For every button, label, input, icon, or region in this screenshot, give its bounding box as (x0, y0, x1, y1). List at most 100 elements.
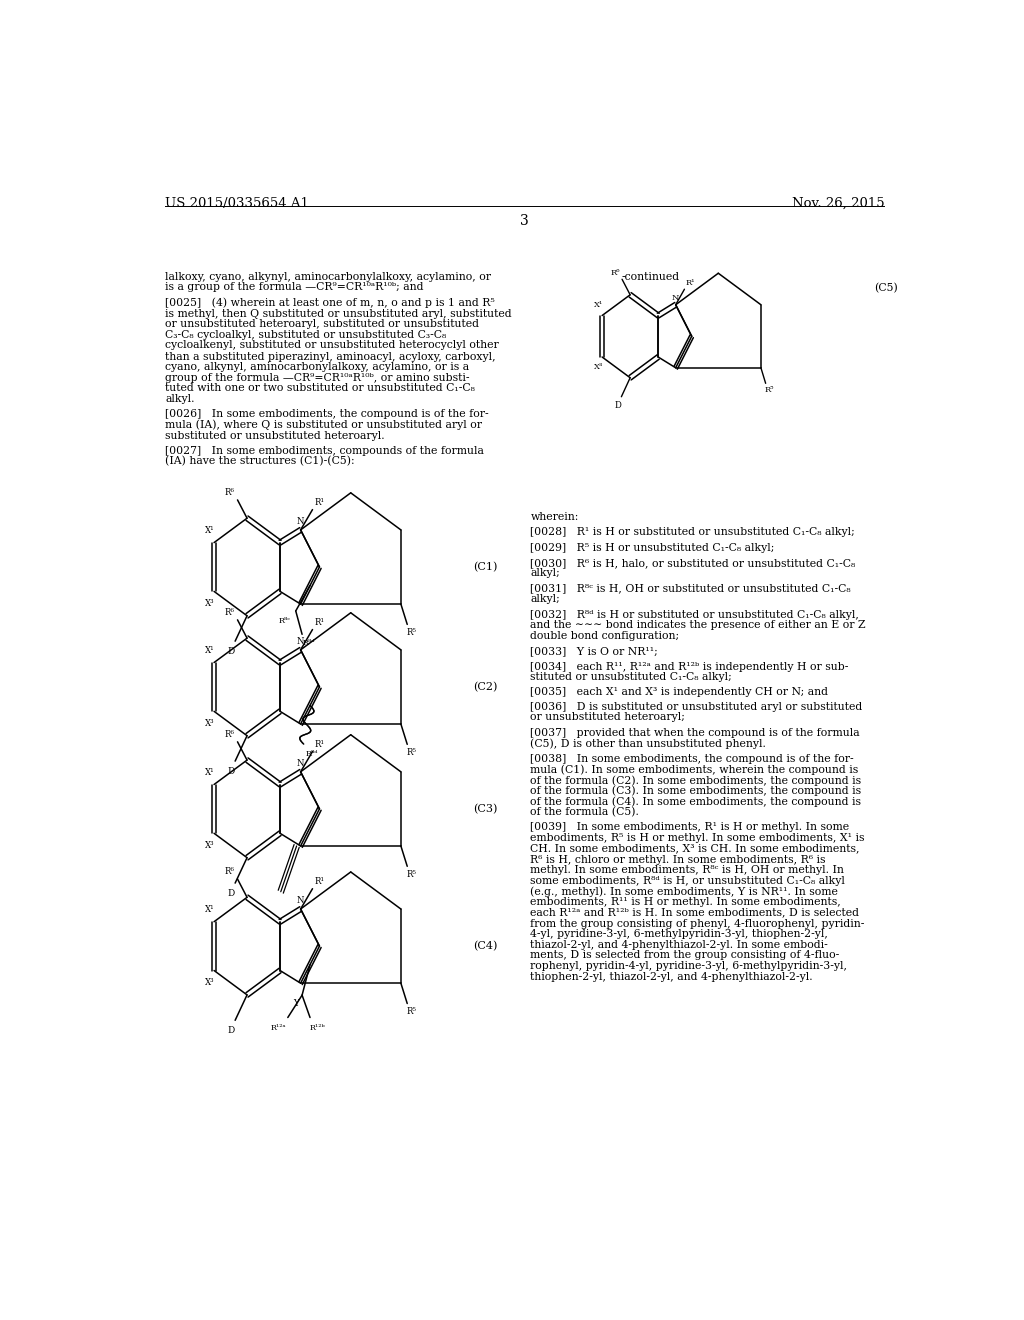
Text: alkyl;: alkyl; (530, 568, 560, 578)
Text: X³: X³ (205, 978, 215, 987)
Text: stituted or unsubstituted C₁-C₈ alkyl;: stituted or unsubstituted C₁-C₈ alkyl; (530, 672, 732, 681)
Text: of the formula (C2). In some embodiments, the compound is: of the formula (C2). In some embodiments… (530, 775, 861, 785)
Text: C₃-C₈ cycloalkyl, substituted or unsubstituted C₃-C₈: C₃-C₈ cycloalkyl, substituted or unsubst… (165, 330, 446, 341)
Text: of the formula (C3). In some embodiments, the compound is: of the formula (C3). In some embodiments… (530, 785, 861, 796)
Text: Y: Y (293, 999, 299, 1007)
Text: 3: 3 (520, 214, 529, 228)
Text: (C4): (C4) (473, 941, 498, 952)
Text: embodiments, R⁵ is H or methyl. In some embodiments, X¹ is: embodiments, R⁵ is H or methyl. In some … (530, 833, 865, 843)
Text: some embodiments, R⁸ᵈ is H, or unsubstituted C₁-C₈ alkyl: some embodiments, R⁸ᵈ is H, or unsubstit… (530, 876, 845, 886)
Text: R¹: R¹ (314, 876, 325, 886)
Text: D: D (227, 888, 234, 898)
Text: CH. In some embodiments, X³ is CH. In some embodiments,: CH. In some embodiments, X³ is CH. In so… (530, 843, 860, 854)
Text: [0033]   Y is O or NR¹¹;: [0033] Y is O or NR¹¹; (530, 647, 658, 656)
Text: X³: X³ (594, 363, 603, 371)
Text: (C1): (C1) (473, 562, 498, 572)
Text: D: D (227, 647, 234, 656)
Text: and the ∼∼∼ bond indicates the presence of either an E or Z: and the ∼∼∼ bond indicates the presence … (530, 620, 866, 630)
Text: (C2): (C2) (473, 681, 498, 692)
Text: (e.g., methyl). In some embodiments, Y is NR¹¹. In some: (e.g., methyl). In some embodiments, Y i… (530, 886, 839, 896)
Text: N: N (297, 517, 304, 527)
Text: [0032]   R⁸ᵈ is H or substituted or unsubstituted C₁-C₈ alkyl,: [0032] R⁸ᵈ is H or substituted or unsubs… (530, 610, 859, 619)
Text: group of the formula —CR⁹=CR¹⁰ᵃR¹⁰ᵇ, or amino substi-: group of the formula —CR⁹=CR¹⁰ᵃR¹⁰ᵇ, or … (165, 372, 470, 383)
Text: lalkoxy, cyano, alkynyl, aminocarbonylalkoxy, acylamino, or: lalkoxy, cyano, alkynyl, aminocarbonylal… (165, 272, 492, 282)
Text: R¹: R¹ (685, 279, 694, 288)
Text: R⁶ is H, chloro or methyl. In some embodiments, R⁶ is: R⁶ is H, chloro or methyl. In some embod… (530, 854, 825, 865)
Text: [0026]   In some embodiments, the compound is of the for-: [0026] In some embodiments, the compound… (165, 409, 488, 420)
Text: each R¹²ᵃ and R¹²ᵇ is H. In some embodiments, D is selected: each R¹²ᵃ and R¹²ᵇ is H. In some embodim… (530, 907, 859, 917)
Text: [0025]   (4) wherein at least one of m, n, o and p is 1 and R⁵: [0025] (4) wherein at least one of m, n,… (165, 297, 495, 308)
Text: R⁵: R⁵ (407, 628, 417, 638)
Text: R⁵: R⁵ (407, 1007, 417, 1016)
Text: of the formula (C5).: of the formula (C5). (530, 807, 639, 817)
Text: R⁶: R⁶ (610, 269, 621, 277)
Text: [0035]   each X¹ and X³ is independently CH or N; and: [0035] each X¹ and X³ is independently C… (530, 686, 828, 697)
Text: R⁵: R⁵ (407, 870, 417, 879)
Text: of the formula (C4). In some embodiments, the compound is: of the formula (C4). In some embodiments… (530, 797, 861, 808)
Text: D: D (614, 401, 622, 411)
Text: -continued: -continued (622, 272, 680, 282)
Text: R¹: R¹ (314, 618, 325, 627)
Text: alkyl;: alkyl; (530, 594, 560, 605)
Text: embodiments, R¹¹ is H or methyl. In some embodiments,: embodiments, R¹¹ is H or methyl. In some… (530, 898, 841, 907)
Text: thiazol-2-yl, and 4-phenylthiazol-2-yl. In some embodi-: thiazol-2-yl, and 4-phenylthiazol-2-yl. … (530, 940, 828, 950)
Text: is methyl, then Q substituted or unsubstituted aryl, substituted: is methyl, then Q substituted or unsubst… (165, 309, 512, 319)
Text: [0036]   D is substituted or unsubstituted aryl or substituted: [0036] D is substituted or unsubstituted… (530, 702, 862, 713)
Text: X¹: X¹ (205, 645, 215, 655)
Text: X³: X³ (205, 719, 215, 729)
Text: mula (C1). In some embodiments, wherein the compound is: mula (C1). In some embodiments, wherein … (530, 764, 858, 775)
Text: R⁵: R⁵ (407, 748, 417, 756)
Text: X¹: X¹ (205, 906, 215, 913)
Text: N: N (297, 638, 304, 647)
Text: cycloalkenyl, substituted or unsubstituted heterocyclyl other: cycloalkenyl, substituted or unsubstitut… (165, 341, 499, 350)
Text: X¹: X¹ (205, 525, 215, 535)
Text: 4-yl, pyridine-3-yl, 6-methylpyridin-3-yl, thiophen-2-yl,: 4-yl, pyridine-3-yl, 6-methylpyridin-3-y… (530, 929, 828, 939)
Text: N: N (297, 759, 304, 768)
Text: R¹: R¹ (314, 498, 325, 507)
Text: mula (IA), where Q is substituted or unsubstituted aryl or: mula (IA), where Q is substituted or uns… (165, 420, 482, 430)
Text: N: N (672, 294, 679, 302)
Text: from the group consisting of phenyl, 4-fluorophenyl, pyridin-: from the group consisting of phenyl, 4-f… (530, 919, 864, 929)
Text: or unsubstituted heteroaryl;: or unsubstituted heteroaryl; (530, 713, 685, 722)
Text: X¹: X¹ (205, 768, 215, 776)
Text: [0028]   R¹ is H or substituted or unsubstituted C₁-C₈ alkyl;: [0028] R¹ is H or substituted or unsubst… (530, 528, 855, 537)
Text: US 2015/0335654 A1: US 2015/0335654 A1 (165, 197, 309, 210)
Text: R⁶: R⁶ (224, 488, 234, 498)
Text: substituted or unsubstituted heteroaryl.: substituted or unsubstituted heteroaryl. (165, 430, 385, 441)
Text: X³: X³ (205, 599, 215, 609)
Text: [0038]   In some embodiments, the compound is of the for-: [0038] In some embodiments, the compound… (530, 754, 854, 764)
Text: [0031]   R⁸ᶜ is H, OH or substituted or unsubstituted C₁-C₈: [0031] R⁸ᶜ is H, OH or substituted or un… (530, 583, 851, 593)
Text: rophenyl, pyridin-4-yl, pyridine-3-yl, 6-methylpyridin-3-yl,: rophenyl, pyridin-4-yl, pyridine-3-yl, 6… (530, 961, 847, 972)
Text: methyl. In some embodiments, R⁸ᶜ is H, OH or methyl. In: methyl. In some embodiments, R⁸ᶜ is H, O… (530, 865, 844, 875)
Text: or unsubstituted heteroaryl, substituted or unsubstituted: or unsubstituted heteroaryl, substituted… (165, 319, 479, 329)
Text: [0037]   provided that when the compound is of the formula: [0037] provided that when the compound i… (530, 727, 860, 738)
Text: D: D (227, 1026, 234, 1035)
Text: R¹: R¹ (314, 741, 325, 748)
Text: R¹²ᵃ: R¹²ᵃ (270, 1024, 286, 1032)
Text: R⁶: R⁶ (224, 730, 234, 739)
Text: D: D (227, 767, 234, 776)
Text: N: N (297, 896, 304, 906)
Text: [0027]   In some embodiments, compounds of the formula: [0027] In some embodiments, compounds of… (165, 446, 484, 455)
Text: R⁵: R⁵ (765, 387, 774, 395)
Text: double bond configuration;: double bond configuration; (530, 631, 680, 642)
Text: [0034]   each R¹¹, R¹²ᵃ and R¹²ᵇ is independently H or sub-: [0034] each R¹¹, R¹²ᵃ and R¹²ᵇ is indepe… (530, 661, 849, 672)
Text: R¹²ᵇ: R¹²ᵇ (310, 1024, 326, 1032)
Text: Nov. 26, 2015: Nov. 26, 2015 (792, 197, 885, 210)
Text: R⁶: R⁶ (224, 609, 234, 618)
Text: (C5): (C5) (873, 284, 898, 294)
Text: cyano, alkynyl, aminocarbonylalkoxy, acylamino, or is a: cyano, alkynyl, aminocarbonylalkoxy, acy… (165, 362, 469, 372)
Text: X¹: X¹ (594, 301, 603, 309)
Text: [0030]   R⁶ is H, halo, or substituted or unsubstituted C₁-C₈: [0030] R⁶ is H, halo, or substituted or … (530, 558, 856, 568)
Text: thiophen-2-yl, thiazol-2-yl, and 4-phenylthiazol-2-yl.: thiophen-2-yl, thiazol-2-yl, and 4-pheny… (530, 972, 813, 982)
Text: X³: X³ (205, 841, 215, 850)
Text: ments, D is selected from the group consisting of 4-fluo-: ments, D is selected from the group cons… (530, 950, 840, 960)
Text: (C3): (C3) (473, 804, 498, 814)
Text: than a substituted piperazinyl, aminoacyl, acyloxy, carboxyl,: than a substituted piperazinyl, aminoacy… (165, 351, 496, 362)
Text: R⁸ᵈ: R⁸ᵈ (302, 639, 314, 648)
Text: (C5), D is other than unsubstituted phenyl.: (C5), D is other than unsubstituted phen… (530, 739, 766, 750)
Text: (IA) have the structures (C1)-(C5):: (IA) have the structures (C1)-(C5): (165, 457, 355, 466)
Text: alkyl.: alkyl. (165, 395, 195, 404)
Text: [0039]   In some embodiments, R¹ is H or methyl. In some: [0039] In some embodiments, R¹ is H or m… (530, 822, 850, 832)
Text: wherein:: wherein: (530, 512, 579, 523)
